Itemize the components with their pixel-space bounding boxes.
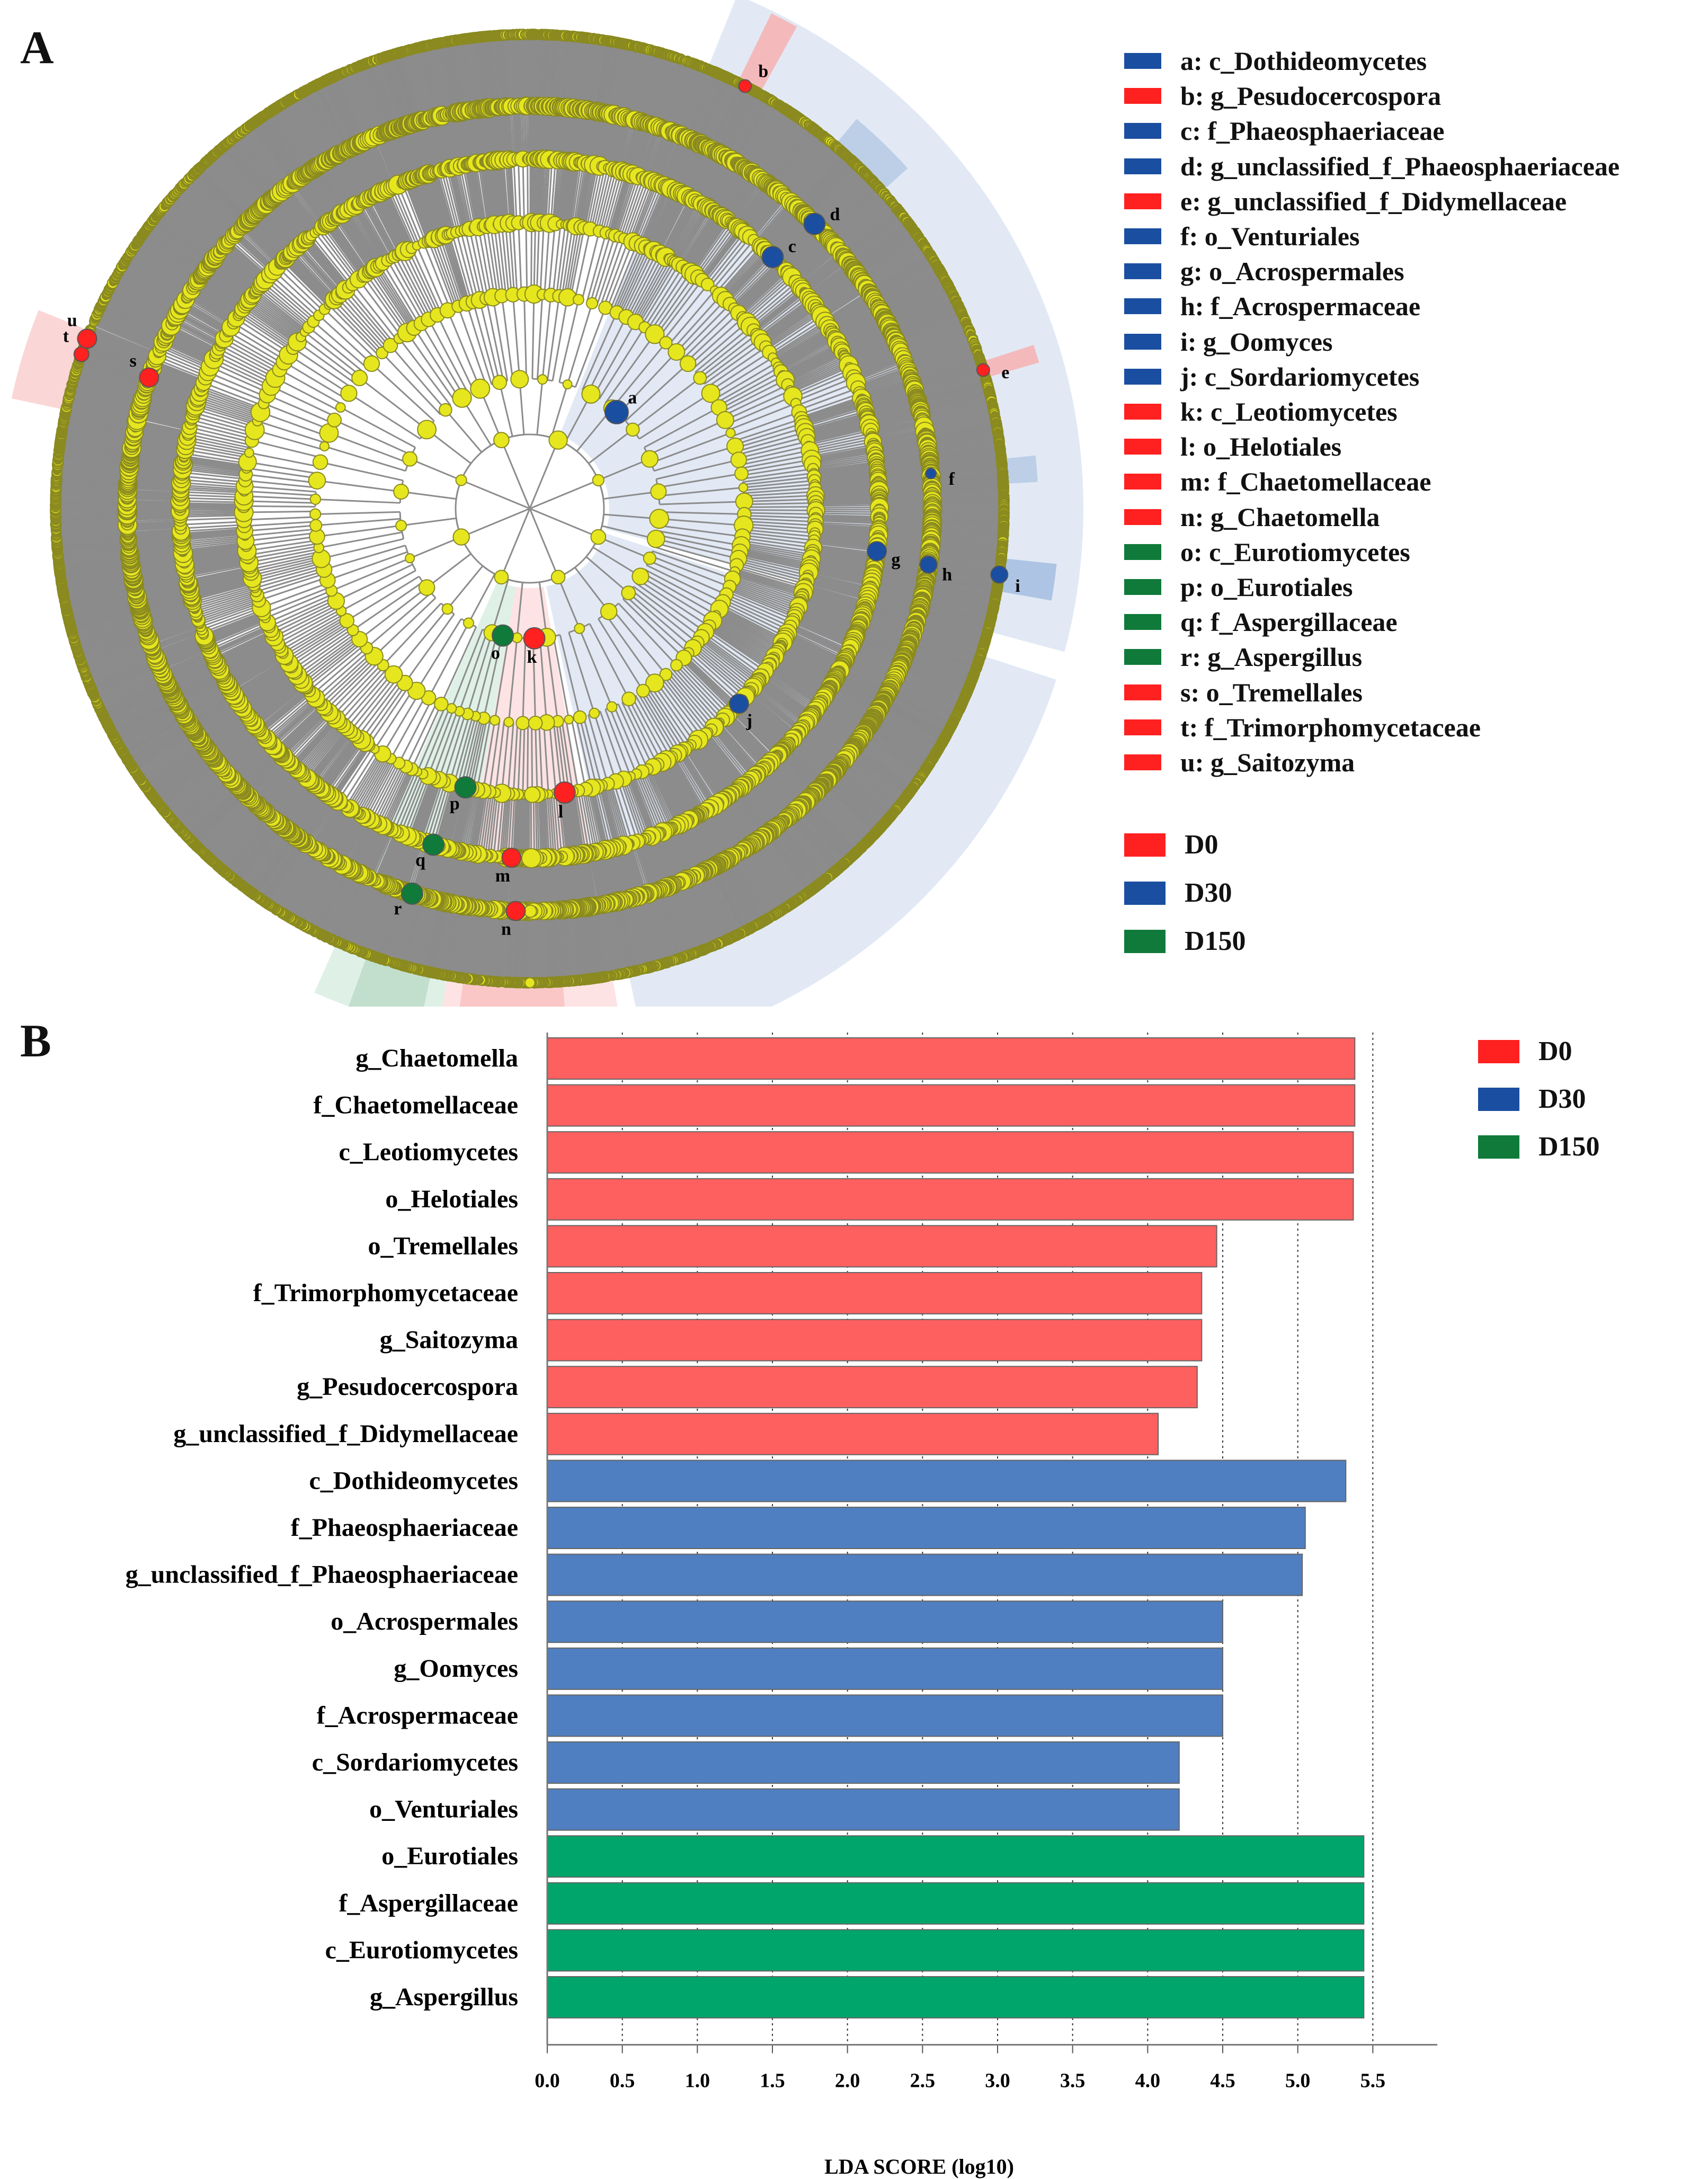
cladogram: abcdefghijklmnopqrstu: [0, 0, 1086, 1007]
